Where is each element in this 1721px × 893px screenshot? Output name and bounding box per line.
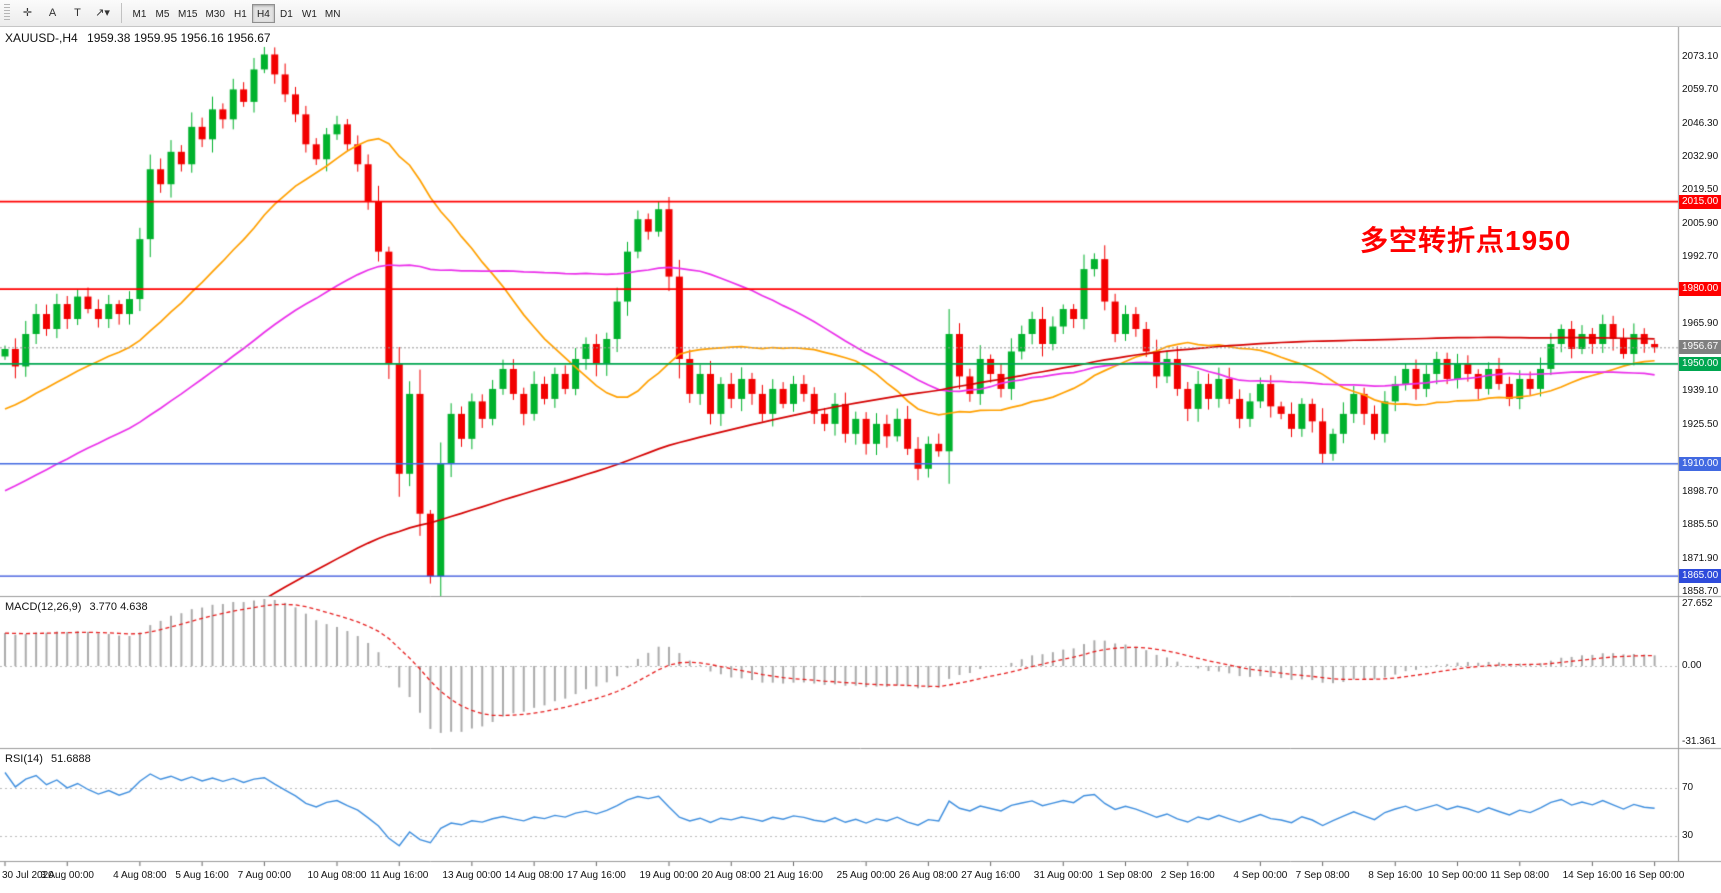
price-axis-label: 2019.50 [1682,184,1719,196]
price-level-badge: 1980.00 [1679,282,1721,297]
time-axis[interactable]: 30 Jul 2020 3 Aug 00:00 4 Aug 08:00 5 Aug 1… [0,862,1684,893]
price-axis-label: 2005.90 [1682,218,1719,230]
macd-axis-label: 27.652 [1682,598,1713,609]
macd-axis-label: 0.00 [1682,660,1702,671]
timeframe-button-d1[interactable]: D1 [280,8,293,20]
rsi-level-label: 70 [1682,782,1694,793]
timeframe-button-w1[interactable]: W1 [301,8,317,20]
time-axis-label: 27 Aug 16:00 [961,870,1021,881]
price-level-badge: 1950.00 [1679,356,1721,371]
time-axis-label: 3 Aug 00:00 [40,870,94,881]
macd-indicator-label: MACD(12,26,9) 3.770 4.638 [5,601,148,613]
price-axis-label: 1871.90 [1682,552,1719,564]
time-axis-label: 7 Aug 00:00 [237,870,292,881]
price-axis-label: 2073.10 [1682,50,1719,62]
timeframe-button-m15[interactable]: M15 [178,8,198,20]
symbol-timeframe-label: XAUUSD-,H4 [5,31,78,45]
time-axis-label: 14 Aug 08:00 [504,870,564,881]
time-axis-label: 10 Aug 08:00 [307,870,367,881]
timeframe-button-m30[interactable]: M30 [205,8,225,20]
time-axis-label: 14 Sep 16:00 [1562,870,1623,881]
price-level-badge: 1910.00 [1679,456,1721,471]
timeframe-button-m1[interactable]: M1 [132,8,147,20]
price-axis-label: 1965.90 [1682,318,1719,330]
price-axis-label: 1992.70 [1682,251,1719,263]
price-level-badge: 1865.00 [1679,569,1721,584]
shapes-dropdown-button[interactable]: ↗▾ [95,7,110,19]
time-axis-label: 31 Aug 00:00 [1033,870,1093,881]
time-axis-label: 13 Aug 00:00 [442,870,502,881]
time-axis-label: 10 Sep 00:00 [1427,870,1488,881]
time-axis-label: 21 Aug 16:00 [764,870,823,881]
chart-area[interactable]: XAUUSD-,H4 1959.38 1959.95 1956.16 1956.… [0,27,1721,893]
timeframe-button-m5[interactable]: M5 [155,8,170,20]
time-axis-label: 17 Aug 16:00 [566,870,626,881]
price-axis-label: 2032.90 [1682,151,1719,163]
macd-values: 3.770 4.638 [89,601,148,613]
timeframe-buttons-group: M1 M5 M15 M30 H1 H4 D1 W1 MN [128,3,344,23]
time-axis-label: 30 Jul 2020 [2,870,54,881]
price-axis-label: 2046.30 [1682,117,1719,129]
chart-title: XAUUSD-,H4 1959.38 1959.95 1956.16 1956.… [5,31,271,45]
price-level-badge: 1956.67 [1679,340,1721,355]
rsi-level-label: 30 [1682,830,1694,841]
price-axis-label: 1885.50 [1682,518,1719,530]
rsi-value: 51.6888 [50,753,91,765]
time-axis-label: 2 Sep 16:00 [1160,870,1215,881]
time-axis-label: 11 Sep 08:00 [1490,870,1550,881]
macd-name: MACD(12,26,9) [5,601,82,613]
time-axis-label: 4 Aug 08:00 [113,870,167,881]
time-axis-label: 1 Sep 08:00 [1098,870,1153,881]
time-axis-label: 8 Sep 16:00 [1368,870,1423,881]
rsi-indicator-label: RSI(14) 51.6888 [5,753,91,765]
price-axis[interactable]: 2073.10 2059.70 2046.30 2032.90 2019.50 2005.… [1679,27,1721,893]
text-label-tool-button[interactable]: A [48,7,57,19]
price-axis-label: 1925.50 [1682,419,1719,431]
toolbar: ✛ A T ↗▾ M1 M5 M15 M30 H1 H4 D1 W1 MN [0,0,1721,27]
macd-axis-label: -31.361 [1682,735,1716,747]
price-axis-label: 1939.10 [1682,385,1719,397]
price-axis-label: 1858.70 [1682,585,1719,597]
time-axis-label: 26 Aug 08:00 [898,870,958,881]
rsi-name: RSI(14) [5,753,43,765]
time-axis-label: 4 Sep 00:00 [1233,870,1288,881]
time-axis-label: 7 Sep 08:00 [1295,870,1350,881]
ohlc-values: 1959.38 1959.95 1956.16 1956.67 [87,31,271,45]
time-axis-label: 16 Sep 00:00 [1624,870,1685,881]
price-axis-label: 2059.70 [1682,84,1719,96]
price-level-badge: 2015.00 [1679,194,1721,209]
toolbar-grip-handle[interactable] [4,4,10,22]
cursor-tool-button[interactable]: ✛ [22,7,33,19]
timeframe-button-mn[interactable]: MN [324,8,341,20]
toolbar-separator [121,3,122,23]
time-axis-label: 25 Aug 00:00 [836,870,896,881]
timeframe-button-h4[interactable]: H4 [251,3,275,23]
timeframe-button-h1[interactable]: H1 [234,8,247,20]
time-axis-label: 5 Aug 16:00 [175,870,229,881]
time-axis-label: 11 Aug 16:00 [370,870,429,881]
time-axis-label: 20 Aug 08:00 [701,870,761,881]
time-axis-label: 19 Aug 00:00 [639,870,699,881]
price-chart-canvas[interactable] [0,27,1721,893]
text-box-tool-button[interactable]: T [74,7,81,19]
price-axis-label: 1898.70 [1682,486,1719,497]
drawing-tools-group: ✛ A T ↗▾ [15,2,115,24]
chart-annotation-text[interactable]: 多空转折点1950 [1360,225,1572,256]
